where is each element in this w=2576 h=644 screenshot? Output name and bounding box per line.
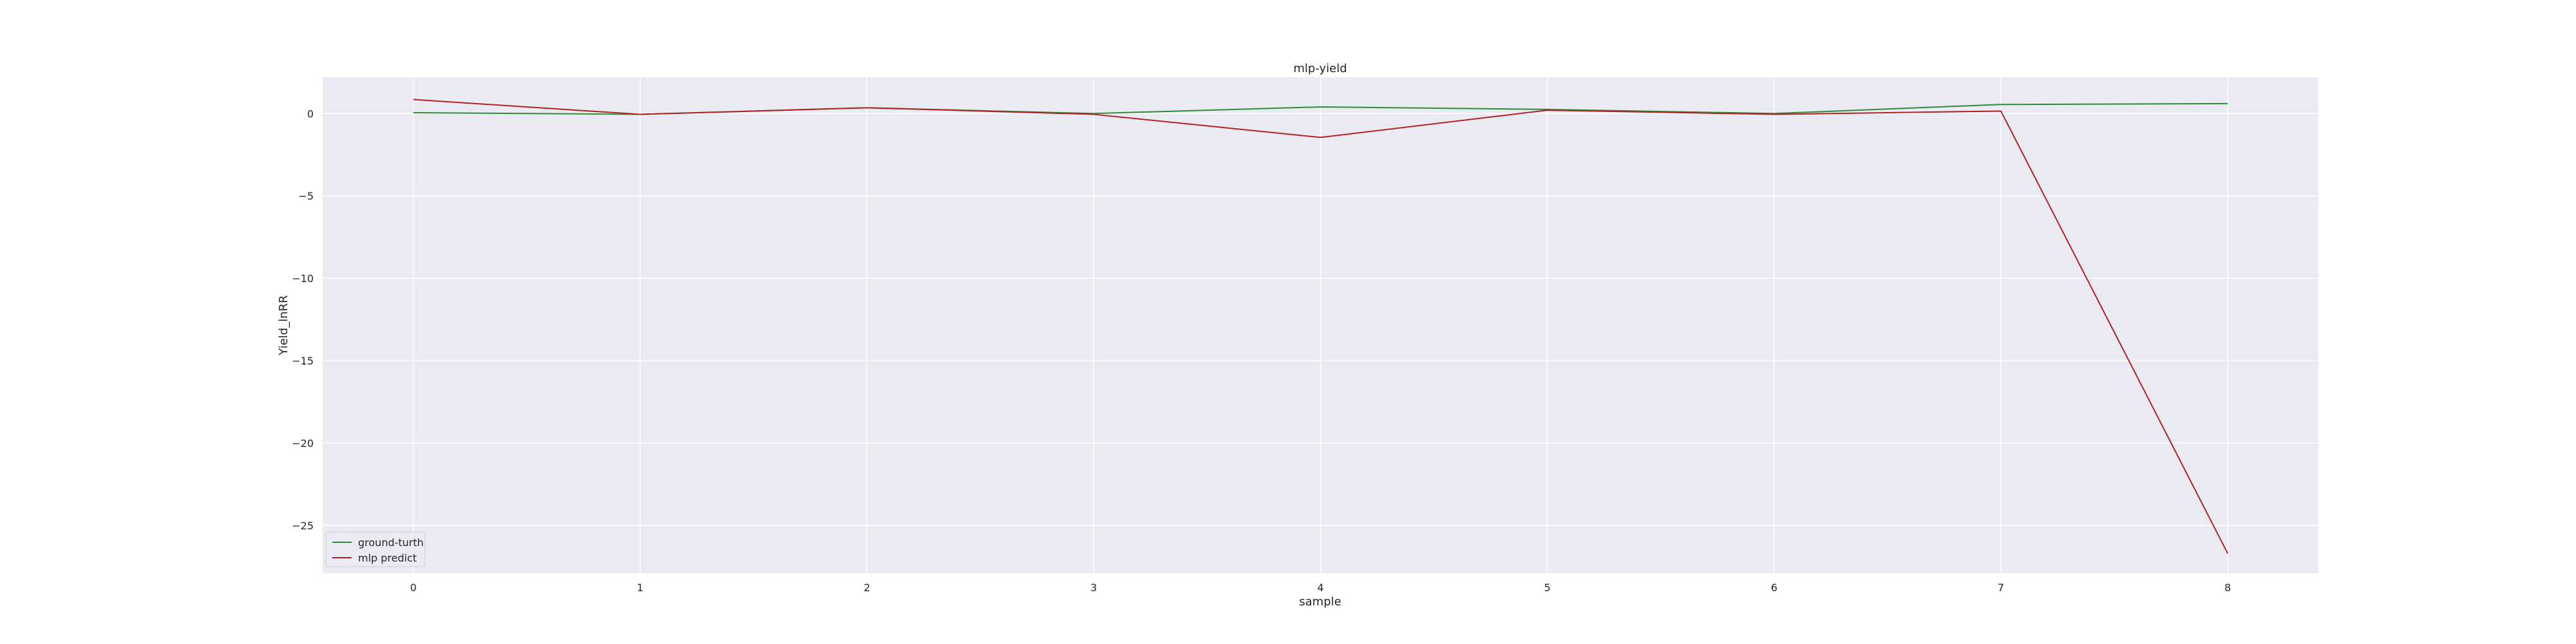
x-tick-label: 8	[2224, 582, 2231, 594]
x-tick-label: 1	[637, 582, 643, 594]
grid	[323, 77, 2318, 573]
x-tick-labels: 0 1 2 3 4 5 6 7 8	[410, 582, 2231, 594]
x-axis-label: sample	[1299, 595, 1341, 609]
legend-label-ground-turth: ground-turth	[358, 536, 424, 549]
x-tick-label: 3	[1090, 582, 1097, 594]
legend: ground-turth mlp predict	[325, 531, 426, 567]
y-tick-labels: 0 −5 −10 −15 −20 −25	[292, 108, 314, 532]
y-tick-label: −15	[292, 355, 314, 367]
x-tick-label: 2	[864, 582, 870, 594]
x-tick-label: 6	[1771, 582, 1777, 594]
chart-title: mlp-yield	[1293, 62, 1347, 75]
legend-label-mlp-predict: mlp predict	[358, 552, 417, 564]
y-tick-label: −10	[292, 272, 314, 285]
x-tick-label: 4	[1317, 582, 1323, 594]
y-tick-label: −5	[298, 190, 314, 202]
x-tick-label: 0	[410, 582, 417, 594]
y-tick-label: 0	[307, 108, 314, 120]
x-tick-label: 5	[1544, 582, 1551, 594]
y-tick-label: −20	[292, 437, 314, 450]
y-tick-label: −25	[292, 520, 314, 532]
series-line-mlp-predict	[413, 99, 2229, 554]
x-tick-label: 7	[1998, 582, 2004, 594]
series-layer	[413, 99, 2229, 554]
y-axis-label: Yield_lnRR	[277, 295, 290, 355]
